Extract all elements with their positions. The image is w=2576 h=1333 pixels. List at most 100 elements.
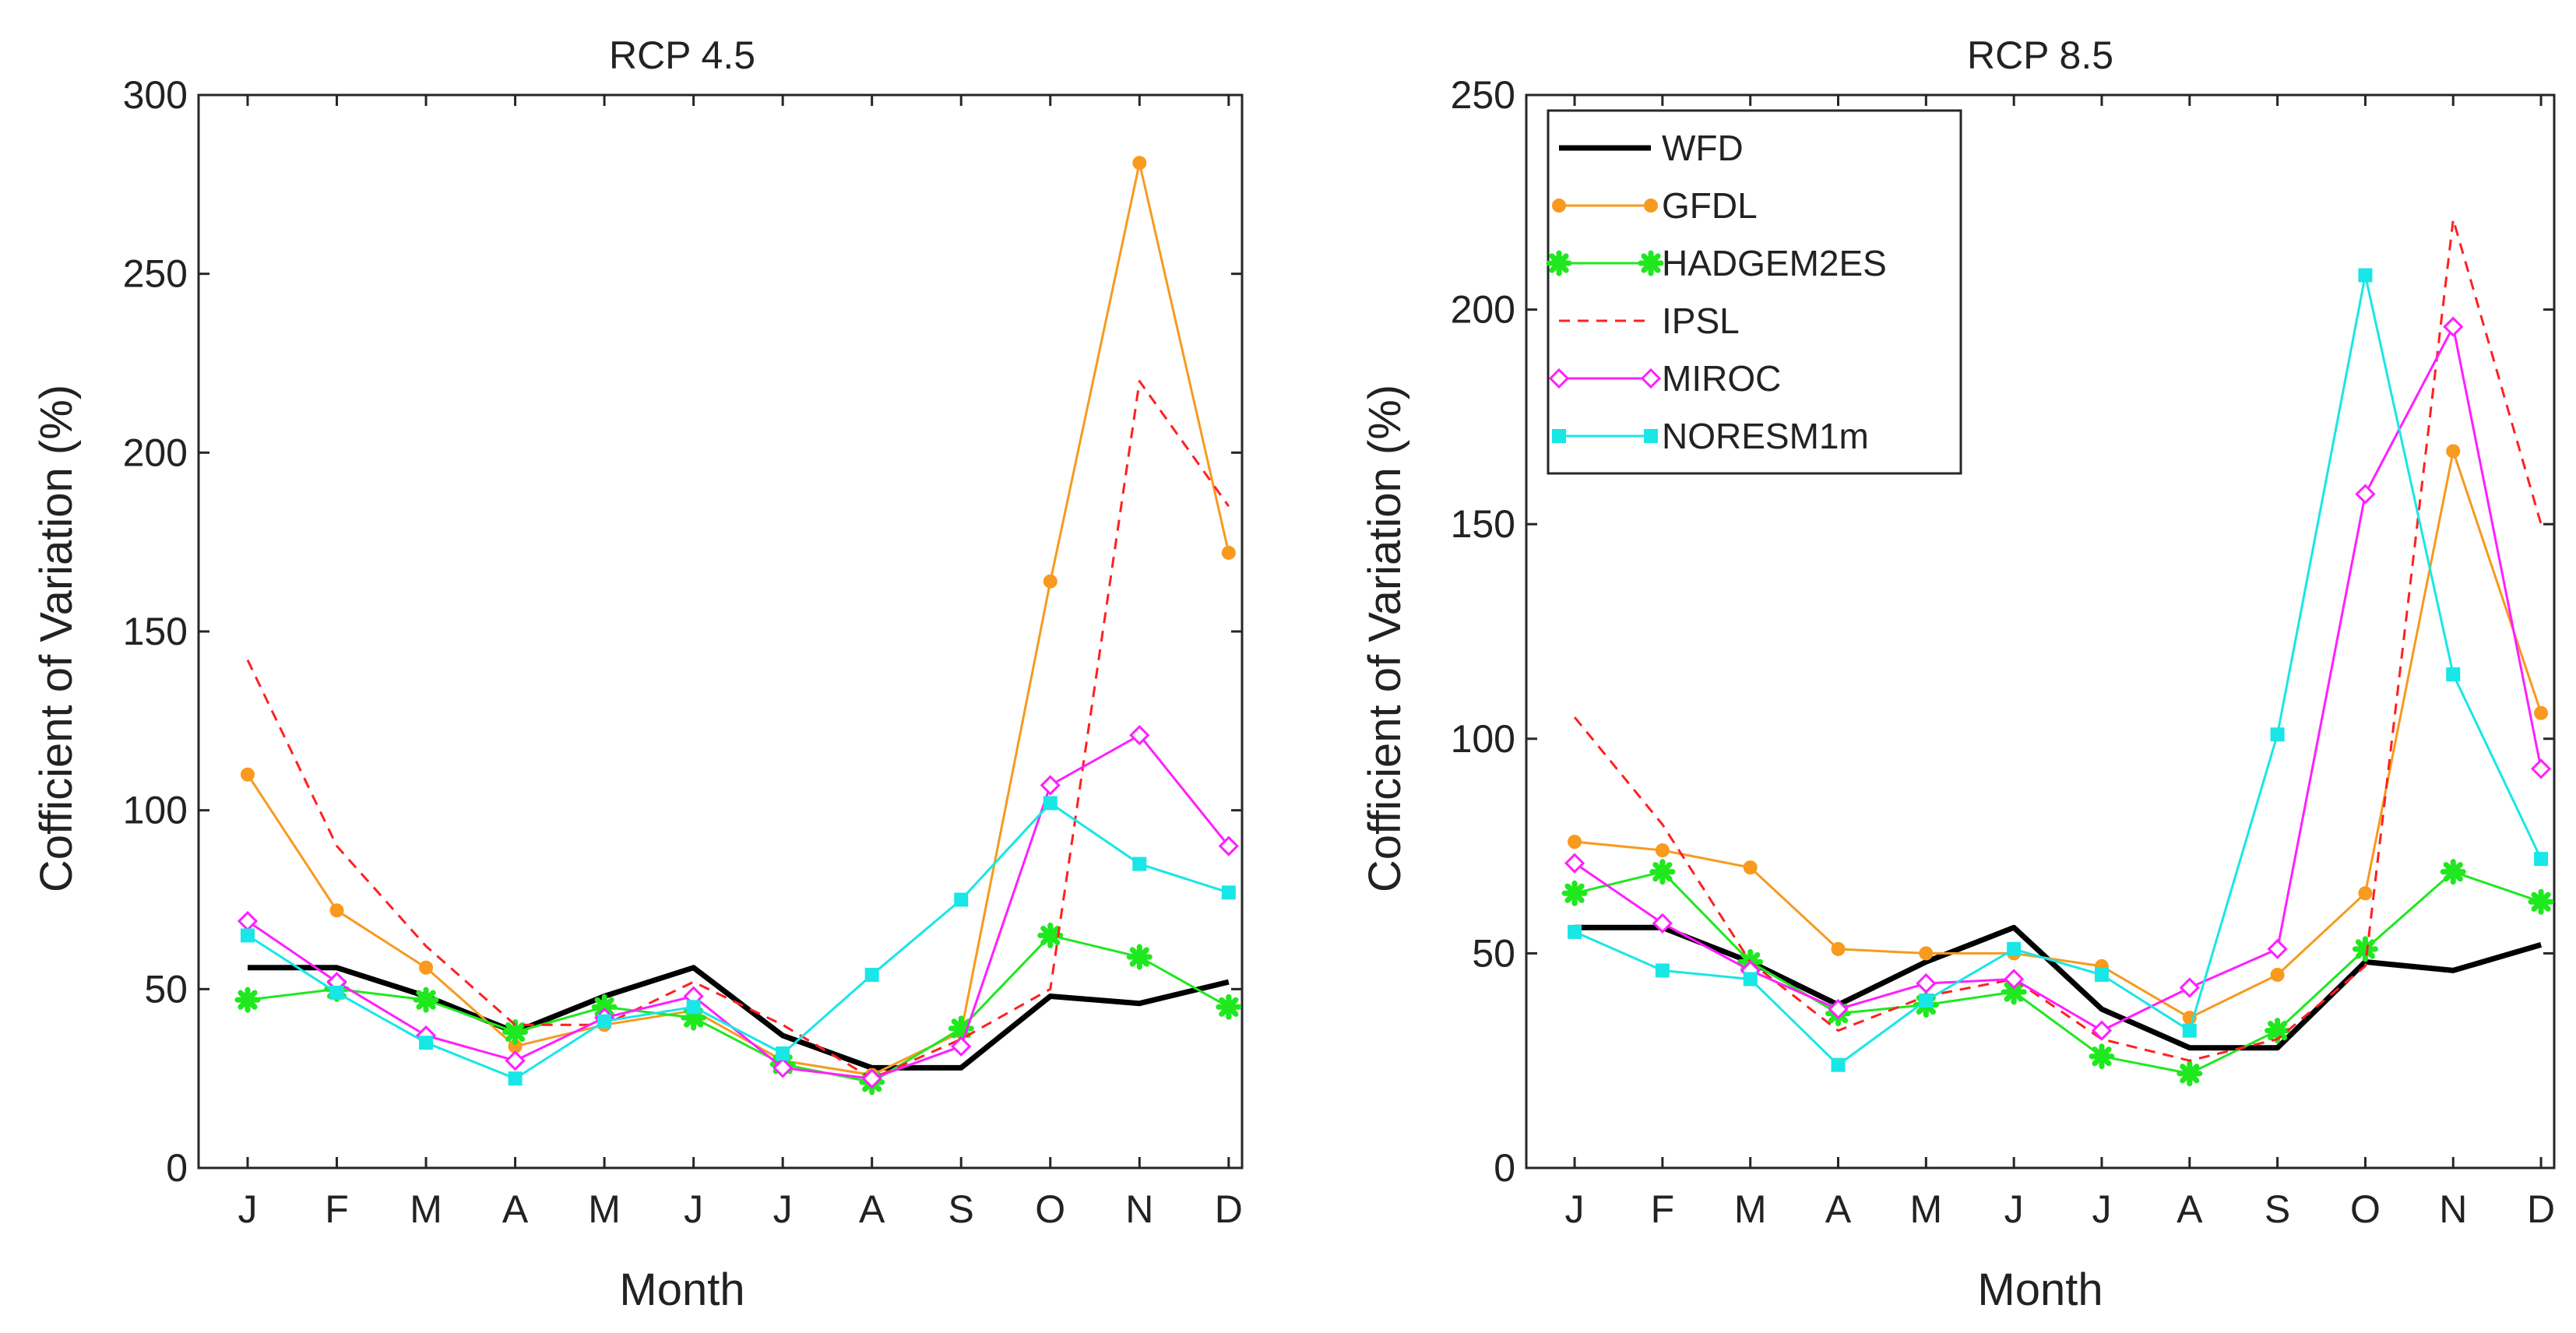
data-point-gfdl <box>1221 545 1236 560</box>
data-point-miroc <box>861 1068 882 1089</box>
plot-area-frame <box>1525 93 2556 1169</box>
data-point-gfdl <box>329 903 344 918</box>
data-point-gfdl <box>1831 941 1846 956</box>
data-point-noresm1m <box>240 928 255 943</box>
data-point-hadgem2es <box>1216 994 1242 1020</box>
x-tick-label: M <box>410 1187 442 1231</box>
data-point-noresm1m <box>1568 924 1582 939</box>
y-tick-label: 250 <box>123 252 188 296</box>
data-point-hadgem2es <box>948 1015 974 1042</box>
y-tick-label: 0 <box>166 1146 188 1190</box>
legend-label: NORESM1m <box>1662 416 1869 456</box>
series-line-wfd <box>1575 924 2543 1051</box>
data-point-miroc <box>1916 972 1937 994</box>
data-point-noresm1m <box>329 985 344 1000</box>
x-tick-label: S <box>2265 1187 2290 1231</box>
data-point-gfdl <box>2446 444 2461 459</box>
data-point-noresm1m <box>597 1014 612 1029</box>
data-point-noresm1m <box>776 1046 790 1061</box>
x-tick-label: D <box>1215 1187 1243 1231</box>
series-line-hadgem2es <box>1574 870 2542 1075</box>
data-point-gfdl <box>240 767 255 782</box>
data-point-miroc <box>2267 938 2288 960</box>
data-point-miroc <box>237 910 259 932</box>
chart-title: RCP 8.5 <box>1967 33 2113 77</box>
rcp45-panel: RCP 4.5 Month Cofficient of Variation (%… <box>31 33 1244 1315</box>
x-tick-label: N <box>1125 1187 1153 1231</box>
data-point-hadgem2es <box>2528 888 2554 915</box>
series-line-ipsl <box>1573 218 2543 1062</box>
data-point-hadgem2es <box>591 994 618 1020</box>
y-tick-label: 50 <box>1472 931 1515 975</box>
data-point-noresm1m <box>2270 727 2285 742</box>
data-point-gfdl <box>2358 886 2373 901</box>
data-point-hadgem2es <box>2265 1018 2291 1044</box>
data-point-hadgem2es <box>413 987 439 1013</box>
y-tick-label: 200 <box>123 431 188 474</box>
data-point-miroc <box>951 1036 972 1057</box>
series-line-ipsl <box>246 380 1230 1080</box>
data-point-gfdl <box>1568 835 1582 849</box>
series-line-wfd <box>248 965 1230 1071</box>
y-tick-label: 150 <box>123 610 188 653</box>
legend-box <box>1547 109 1962 475</box>
x-axis-label: Month <box>1977 1264 2103 1315</box>
data-point-hadgem2es <box>1037 922 1064 948</box>
data-point-noresm1m <box>1743 972 1758 987</box>
data-point-miroc <box>772 1057 794 1078</box>
data-point-miroc <box>2443 316 2464 337</box>
data-point-noresm1m <box>1132 856 1147 871</box>
y-tick-label: 200 <box>1451 288 1515 332</box>
data-point-gfdl <box>1655 843 1670 858</box>
series-line-gfdl <box>1574 450 2543 1019</box>
data-point-miroc <box>2179 977 2200 998</box>
x-tick-label: A <box>2177 1187 2203 1231</box>
data-point-noresm1m <box>508 1071 523 1086</box>
x-tick-label: F <box>1651 1187 1675 1231</box>
data-point-hadgem2es <box>2001 979 2027 1005</box>
legend-label: IPSL <box>1662 301 1740 341</box>
data-point-noresm1m <box>1919 994 1934 1008</box>
series-line-miroc <box>1574 325 2543 1032</box>
x-tick-label: D <box>2527 1187 2555 1231</box>
x-tick-label: M <box>1734 1187 1767 1231</box>
data-point-noresm1m <box>2094 967 2109 982</box>
legend-marker <box>1548 368 1570 389</box>
data-point-gfdl <box>419 960 434 975</box>
data-point-miroc <box>2530 758 2552 779</box>
data-point-hadgem2es <box>2440 859 2466 885</box>
legend-marker <box>1640 368 1662 389</box>
data-point-miroc <box>1040 775 1061 796</box>
data-point-noresm1m <box>864 967 879 982</box>
data-point-miroc <box>1129 725 1150 746</box>
legend-label: GFDL <box>1662 185 1758 226</box>
y-tick-label: 150 <box>1451 502 1515 546</box>
legend-marker <box>1546 250 1572 276</box>
data-point-hadgem2es <box>1561 880 1588 906</box>
data-point-noresm1m <box>686 1000 701 1015</box>
series-line-gfdl <box>246 161 1230 1077</box>
y-axis-label: Cofficient of Variation (%) <box>31 385 82 892</box>
x-tick-label: J <box>2092 1187 2111 1231</box>
data-point-miroc <box>1564 853 1585 874</box>
data-point-miroc <box>2004 969 2025 990</box>
data-point-noresm1m <box>2358 268 2373 283</box>
x-tick-label: S <box>948 1187 974 1231</box>
series-line-hadgem2es <box>247 934 1230 1084</box>
data-point-noresm1m <box>1221 885 1236 900</box>
x-tick-label: J <box>238 1187 257 1231</box>
data-point-miroc <box>505 1050 526 1071</box>
data-point-hadgem2es <box>2352 936 2378 962</box>
legend-label: WFD <box>1662 128 1744 168</box>
y-tick-label: 250 <box>1451 73 1515 117</box>
y-tick-label: 0 <box>1494 1146 1515 1190</box>
data-point-noresm1m <box>419 1036 434 1050</box>
legend-marker <box>1638 250 1664 276</box>
data-point-gfdl <box>2534 705 2549 720</box>
data-point-noresm1m <box>2446 667 2461 682</box>
x-tick-label: F <box>325 1187 349 1231</box>
legend-marker <box>1552 199 1566 213</box>
plot-area-frame <box>197 93 1244 1169</box>
data-point-hadgem2es <box>1126 944 1153 970</box>
